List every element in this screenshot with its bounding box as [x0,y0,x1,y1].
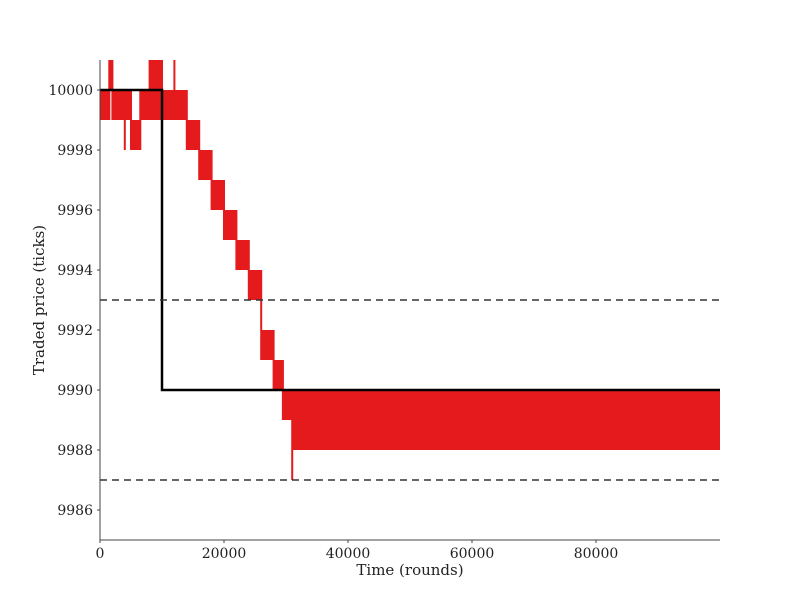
y-tick-label: 9988 [57,443,93,459]
y-axis-label: Traded price (ticks) [30,225,48,375]
traded-price-segment [248,270,262,300]
traded-price-segment [211,180,225,210]
traded-price-segment [162,90,175,120]
traded-price-segment [472,390,597,450]
traded-price-segment [261,330,275,360]
traded-price-segment [236,240,250,270]
traded-price-segment [100,90,107,120]
traded-price-segment [112,90,120,120]
x-tick-label: 60000 [450,546,495,562]
traded-price-segment [596,390,720,450]
traded-price-segment [124,90,132,120]
plot-area [100,60,720,481]
traded-price-segment [282,390,293,420]
traded-price-segment [199,150,213,180]
traded-price-segment [118,90,126,120]
traded-price-segment [109,60,113,90]
y-tick-label: 9998 [57,143,93,159]
x-tick-labels: 0 20000 40000 60000 80000 [96,540,619,562]
traded-price-segment [186,120,200,150]
y-tick-label: 10000 [48,83,93,99]
traded-price-segment [174,90,188,120]
x-tick-label: 20000 [202,546,247,562]
x-axis-label: Time (rounds) [356,561,463,579]
axes [99,60,720,541]
x-tick-label: 0 [96,546,105,562]
traded-price-segment [292,390,349,450]
y-tick-label: 9990 [57,383,93,399]
y-tick-label: 9992 [57,323,93,339]
y-tick-label: 9994 [57,263,93,279]
traded-price-segment [106,90,110,120]
traded-price-segment [348,390,473,450]
y-tick-label: 9996 [57,203,93,219]
traded-price-segment [224,210,237,240]
y-tick-labels: 9986 9988 9990 9992 9994 9996 9998 10000 [48,83,100,519]
plot-content [100,60,720,481]
traded-price-segment [131,120,141,150]
traded-price-segment [273,360,284,390]
fundamental-price-line [100,88,720,392]
y-tick-label: 9986 [57,503,93,519]
x-tick-label: 80000 [574,546,619,562]
traded-price-segment [140,90,151,120]
x-tick-label: 40000 [326,546,371,562]
